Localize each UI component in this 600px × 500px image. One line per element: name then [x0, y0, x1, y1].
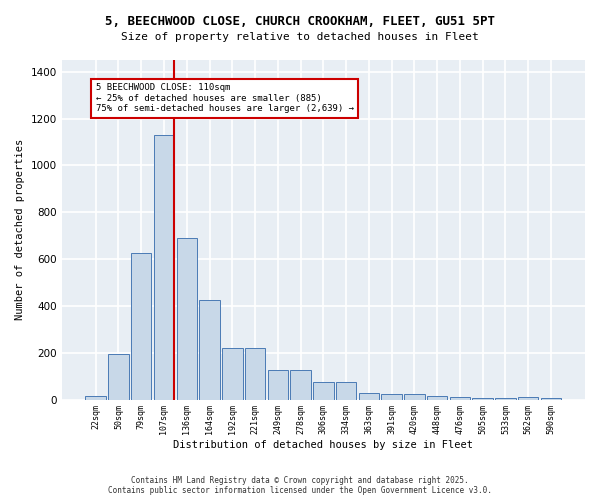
Text: 5 BEECHWOOD CLOSE: 110sqm
← 25% of detached houses are smaller (885)
75% of semi: 5 BEECHWOOD CLOSE: 110sqm ← 25% of detac… — [96, 84, 354, 113]
Bar — [222, 348, 242, 400]
Bar — [199, 300, 220, 400]
Bar — [518, 397, 538, 400]
Y-axis label: Number of detached properties: Number of detached properties — [15, 139, 25, 320]
Bar — [495, 398, 515, 400]
X-axis label: Distribution of detached houses by size in Fleet: Distribution of detached houses by size … — [173, 440, 473, 450]
Bar — [404, 394, 425, 400]
Bar — [154, 135, 174, 400]
Bar — [108, 354, 129, 400]
Bar — [85, 396, 106, 400]
Bar — [449, 397, 470, 400]
Bar — [176, 238, 197, 400]
Bar — [268, 370, 288, 400]
Bar — [313, 382, 334, 400]
Bar — [131, 253, 151, 400]
Text: 5, BEECHWOOD CLOSE, CHURCH CROOKHAM, FLEET, GU51 5PT: 5, BEECHWOOD CLOSE, CHURCH CROOKHAM, FLE… — [105, 15, 495, 28]
Text: Size of property relative to detached houses in Fleet: Size of property relative to detached ho… — [121, 32, 479, 42]
Bar — [382, 394, 402, 400]
Bar — [245, 348, 265, 400]
Text: Contains HM Land Registry data © Crown copyright and database right 2025.
Contai: Contains HM Land Registry data © Crown c… — [108, 476, 492, 495]
Bar — [472, 398, 493, 400]
Bar — [427, 396, 448, 400]
Bar — [359, 392, 379, 400]
Bar — [336, 382, 356, 400]
Bar — [290, 370, 311, 400]
Bar — [541, 398, 561, 400]
